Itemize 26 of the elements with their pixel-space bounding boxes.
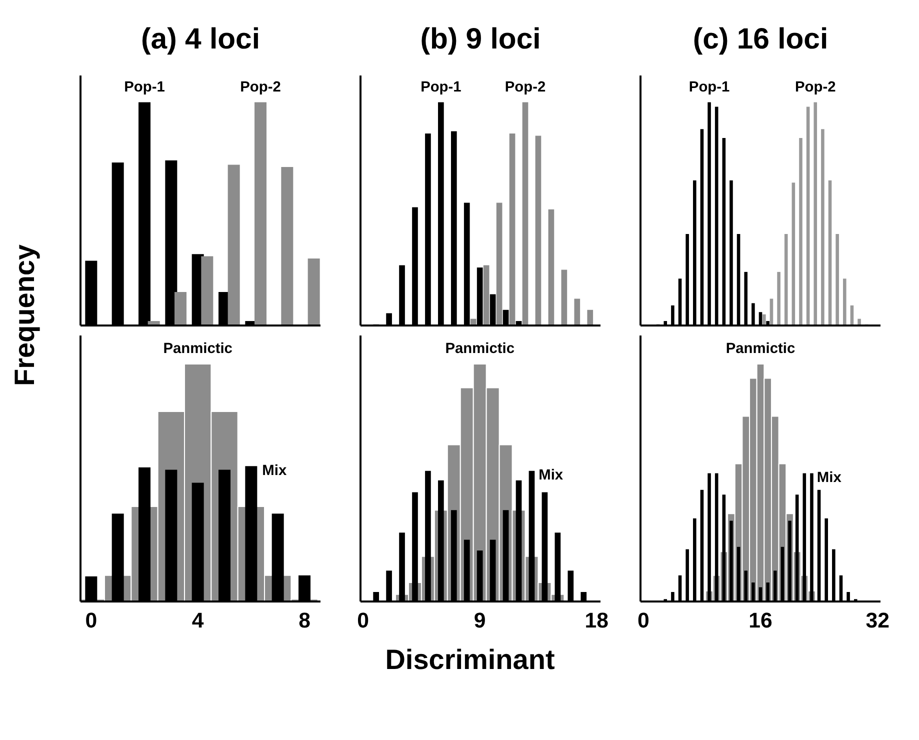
x-tick-label: 0 xyxy=(85,608,98,632)
chart-title: (b) 9 loci xyxy=(420,22,541,56)
x-tick-label: 8 xyxy=(298,608,311,632)
series-label: Panmictic xyxy=(163,340,232,357)
x-tick-label: 9 xyxy=(474,608,486,632)
series-label: Mix xyxy=(538,468,564,484)
x-tick-label: 18 xyxy=(584,608,609,632)
x-tick-label: 32 xyxy=(866,608,890,632)
series-label: Panmictic xyxy=(445,340,514,357)
x-tick-label: 0 xyxy=(357,608,370,632)
series-label: Pop-1 xyxy=(420,80,462,96)
x-tick-label: 4 xyxy=(192,608,204,632)
chart-title: (a) 4 loci xyxy=(141,22,260,56)
series-label: Pop-1 xyxy=(124,80,165,96)
series-label: Pop-2 xyxy=(504,80,546,96)
series-label: Pop-1 xyxy=(688,80,730,96)
series-label: Mix xyxy=(816,470,842,486)
y-axis-title: Frequency xyxy=(8,244,41,386)
x-axis-title: Discriminant xyxy=(385,643,555,677)
chart-title: (c) 16 loci xyxy=(692,22,828,56)
series-label: Pop-2 xyxy=(240,80,281,96)
x-tick-label: 0 xyxy=(637,608,650,632)
series-label: Mix xyxy=(262,462,288,479)
x-tick-label: 16 xyxy=(748,608,772,632)
series-label: Panmictic xyxy=(726,340,796,357)
series-label: Pop-2 xyxy=(795,80,836,96)
